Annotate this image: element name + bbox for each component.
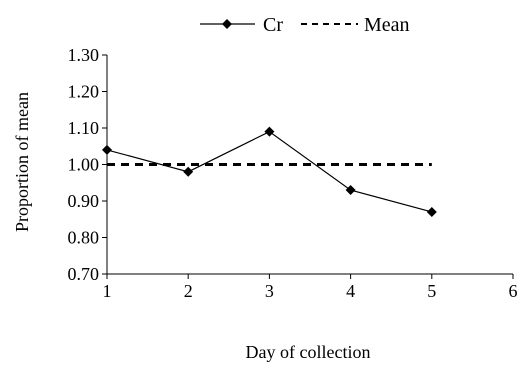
series-cr-point — [345, 185, 356, 196]
y-tick-label: 1.20 — [68, 82, 100, 102]
series-cr-point — [264, 126, 275, 137]
y-axis-title: Proportion of mean — [12, 92, 32, 232]
y-tick-label: 1.00 — [68, 155, 100, 175]
x-tick-label: 2 — [184, 281, 193, 301]
x-tick-label: 4 — [346, 281, 355, 301]
legend-cr-label: Cr — [263, 14, 283, 36]
x-tick-label: 6 — [509, 281, 518, 301]
y-tick-label: 1.30 — [68, 45, 100, 65]
y-ticks: 0.70 0.80 0.90 1.00 1.10 1.20 1.30 — [68, 45, 107, 284]
x-ticks: 1 2 3 4 5 6 — [103, 274, 518, 301]
x-tick-label: 3 — [265, 281, 274, 301]
series-cr-line — [106, 130, 432, 213]
x-axis-title: Day of collection — [246, 342, 371, 362]
x-tick-label: 5 — [427, 281, 436, 301]
series-cr-point — [102, 144, 112, 155]
y-tick-label: 0.90 — [68, 191, 100, 211]
legend-mean-label: Mean — [364, 14, 410, 36]
series-cr-point — [183, 166, 194, 177]
y-tick-label: 0.70 — [68, 264, 100, 284]
legend: Cr Mean — [200, 14, 410, 36]
y-tick-label: 1.10 — [68, 118, 100, 138]
x-tick-label: 1 — [103, 281, 112, 301]
legend-cr-marker — [222, 19, 232, 29]
series-cr-point — [426, 206, 437, 217]
y-tick-label: 0.80 — [68, 228, 100, 248]
series-layer — [102, 126, 437, 217]
